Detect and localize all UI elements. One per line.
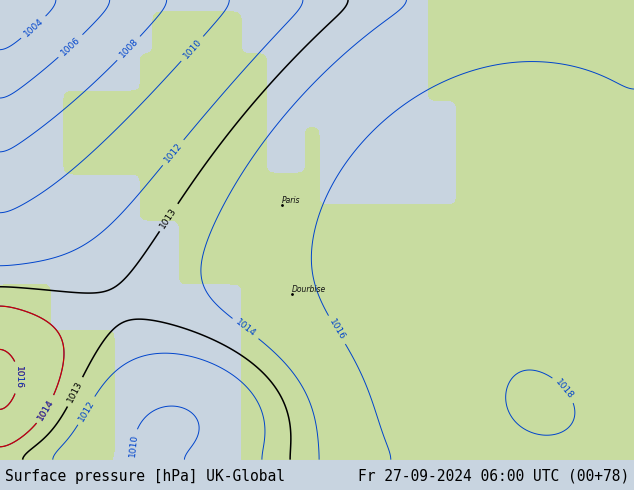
Text: 1004: 1004 — [22, 16, 45, 38]
Text: 1008: 1008 — [117, 37, 140, 60]
Text: 1014: 1014 — [36, 397, 56, 422]
Text: 1016: 1016 — [327, 318, 347, 342]
Text: 1016: 1016 — [14, 366, 23, 389]
Text: 1010: 1010 — [181, 37, 204, 60]
Text: 1018: 1018 — [554, 377, 576, 401]
Text: 1006: 1006 — [59, 35, 82, 57]
Text: Fr 27-09-2024 06:00 UTC (00+78): Fr 27-09-2024 06:00 UTC (00+78) — [358, 469, 629, 484]
Text: 1014: 1014 — [234, 318, 257, 339]
Text: 1012: 1012 — [77, 398, 96, 423]
Text: 1013: 1013 — [158, 205, 179, 230]
Text: 1012: 1012 — [162, 141, 184, 164]
Text: 1013: 1013 — [66, 380, 84, 404]
Text: 1016: 1016 — [14, 366, 23, 389]
Text: Surface pressure [hPa] UK-Global: Surface pressure [hPa] UK-Global — [5, 469, 285, 484]
Text: Paris: Paris — [282, 196, 301, 204]
Text: 1010: 1010 — [128, 433, 139, 457]
Text: 1014: 1014 — [36, 397, 56, 422]
Text: Dourbise: Dourbise — [292, 285, 326, 294]
